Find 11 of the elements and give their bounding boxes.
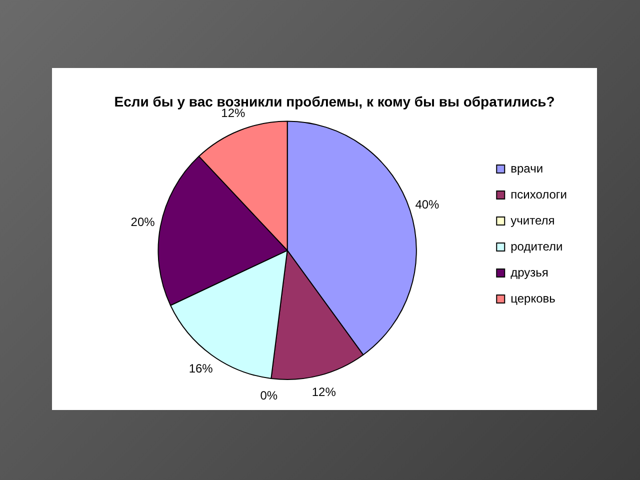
data-label: 16%	[188, 362, 214, 376]
legend-label: родители	[510, 239, 563, 254]
legend-label: друзья	[510, 265, 548, 280]
legend-label: церковь	[510, 291, 556, 306]
data-label: 40%	[415, 197, 440, 212]
legend-label: психологи	[510, 187, 568, 202]
data-label: 20%	[130, 215, 156, 230]
data-label: 12%	[312, 385, 336, 400]
legend-label: учителя	[510, 213, 555, 228]
text: 0%	[260, 388, 278, 403]
legend-label: врачи	[510, 161, 544, 176]
